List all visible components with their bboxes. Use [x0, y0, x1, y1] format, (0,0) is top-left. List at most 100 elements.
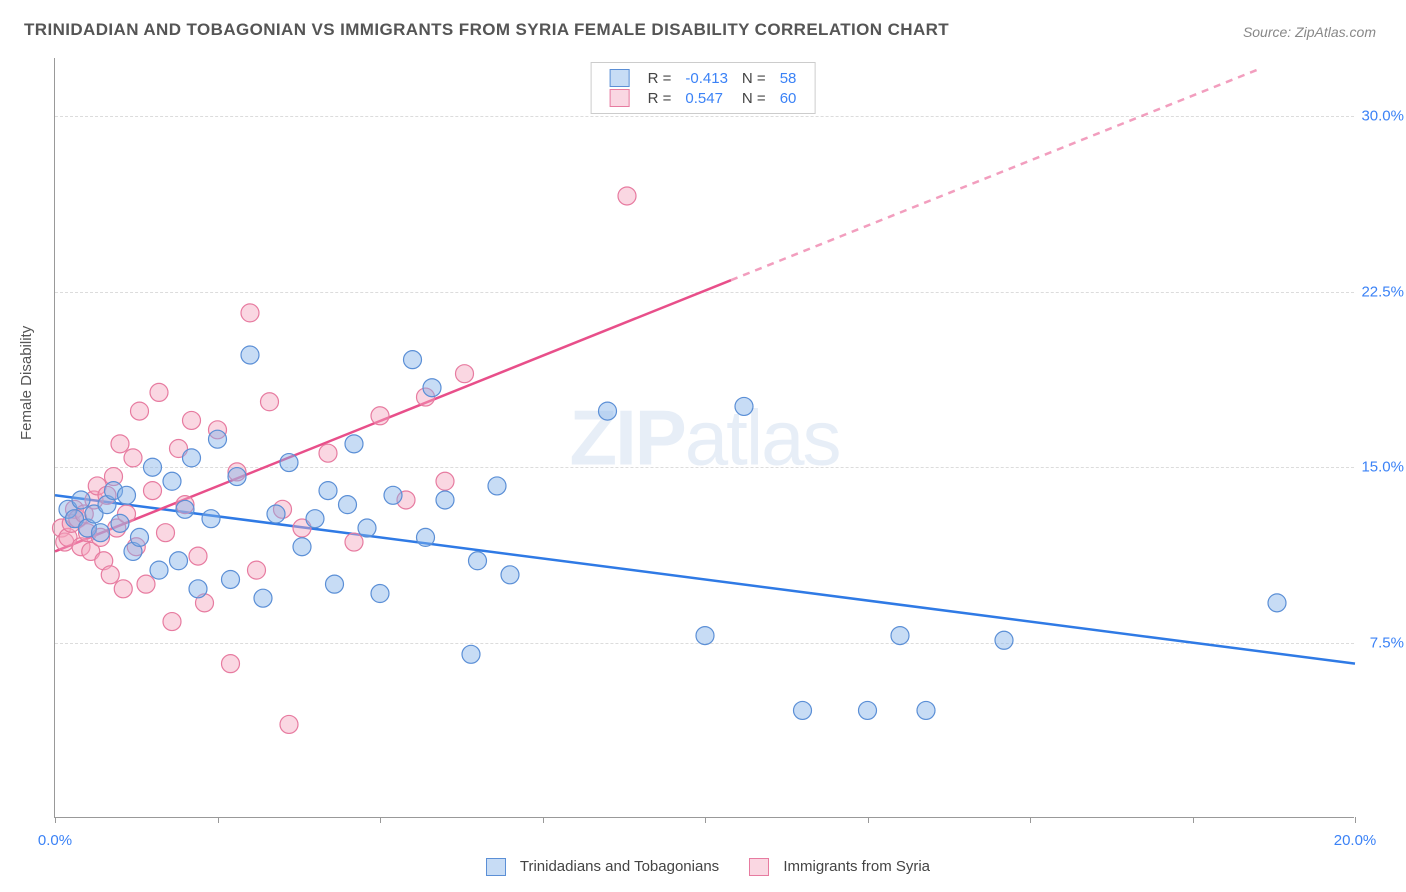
- scatter-point-b: [280, 715, 298, 733]
- scatter-point-b: [163, 613, 181, 631]
- scatter-point-b: [241, 304, 259, 322]
- scatter-point-a: [150, 561, 168, 579]
- scatter-point-a: [183, 449, 201, 467]
- y-tick-label: 22.5%: [1358, 283, 1404, 300]
- legend-r-label: R =: [642, 89, 678, 107]
- scatter-point-a: [696, 627, 714, 645]
- x-tick-label: 0.0%: [38, 832, 72, 849]
- scatter-point-b: [261, 393, 279, 411]
- scatter-point-a: [345, 435, 363, 453]
- x-tick: [1193, 817, 1194, 823]
- scatter-point-b: [222, 655, 240, 673]
- scatter-point-a: [280, 454, 298, 472]
- scatter-point-a: [423, 379, 441, 397]
- scatter-point-a: [306, 510, 324, 528]
- scatter-point-b: [131, 402, 149, 420]
- source-attribution: Source: ZipAtlas.com: [1243, 24, 1376, 40]
- scatter-point-b: [144, 482, 162, 500]
- scatter-point-b: [101, 566, 119, 584]
- scatter-point-a: [326, 575, 344, 593]
- scatter-point-a: [995, 631, 1013, 649]
- scatter-point-a: [131, 528, 149, 546]
- chart-title: TRINIDADIAN AND TOBAGONIAN VS IMMIGRANTS…: [24, 20, 949, 40]
- scatter-point-a: [469, 552, 487, 570]
- scatter-point-a: [891, 627, 909, 645]
- scatter-point-b: [150, 383, 168, 401]
- y-tick-label: 30.0%: [1358, 108, 1404, 125]
- scatter-point-a: [170, 552, 188, 570]
- legend-swatch: [610, 69, 630, 87]
- legend-n-label: N =: [736, 69, 772, 87]
- scatter-point-b: [371, 407, 389, 425]
- scatter-point-b: [137, 575, 155, 593]
- scatter-point-a: [176, 500, 194, 518]
- legend-n-value: 60: [774, 89, 803, 107]
- scatter-point-a: [202, 510, 220, 528]
- legend-stat-row: R = 0.547N =60: [604, 89, 803, 107]
- scatter-point-a: [436, 491, 454, 509]
- y-axis-label: Female Disability: [18, 326, 35, 440]
- scatter-point-a: [339, 496, 357, 514]
- x-tick: [1030, 817, 1031, 823]
- x-tick: [218, 817, 219, 823]
- scatter-point-a: [163, 472, 181, 490]
- scatter-point-b: [248, 561, 266, 579]
- scatter-point-a: [293, 538, 311, 556]
- scatter-point-a: [735, 397, 753, 415]
- scatter-point-a: [118, 486, 136, 504]
- scatter-point-a: [917, 701, 935, 719]
- legend-item: Trinidadians and Tobagonians: [476, 858, 719, 875]
- scatter-point-b: [114, 580, 132, 598]
- series-legend: Trinidadians and Tobagonians Immigrants …: [0, 858, 1406, 876]
- x-tick: [380, 817, 381, 823]
- correlation-legend: R =-0.413N =58R = 0.547N =60: [591, 62, 816, 114]
- scatter-point-a: [384, 486, 402, 504]
- scatter-point-a: [144, 458, 162, 476]
- legend-r-value: 0.547: [679, 89, 734, 107]
- scatter-point-a: [358, 519, 376, 537]
- scatter-point-a: [1268, 594, 1286, 612]
- trend-line-b-solid: [55, 280, 731, 551]
- legend-stat-row: R =-0.413N =58: [604, 69, 803, 87]
- scatter-point-b: [157, 524, 175, 542]
- scatter-point-b: [436, 472, 454, 490]
- x-tick: [55, 817, 56, 823]
- legend-swatch: [610, 89, 630, 107]
- scatter-point-a: [794, 701, 812, 719]
- legend-n-label: N =: [736, 89, 772, 107]
- scatter-point-a: [228, 468, 246, 486]
- scatter-point-b: [183, 411, 201, 429]
- scatter-point-a: [319, 482, 337, 500]
- scatter-point-a: [371, 585, 389, 603]
- legend-item: Immigrants from Syria: [739, 858, 930, 875]
- scatter-point-b: [345, 533, 363, 551]
- scatter-point-b: [618, 187, 636, 205]
- x-tick: [868, 817, 869, 823]
- scatter-plot-area: ZIPatlas 7.5%15.0%22.5%30.0%0.0%20.0%: [54, 58, 1354, 818]
- scatter-point-a: [859, 701, 877, 719]
- scatter-point-a: [111, 514, 129, 532]
- scatter-point-b: [111, 435, 129, 453]
- legend-r-label: R =: [642, 69, 678, 87]
- scatter-point-a: [92, 524, 110, 542]
- scatter-point-b: [124, 449, 142, 467]
- scatter-point-a: [254, 589, 272, 607]
- x-tick: [705, 817, 706, 823]
- scatter-point-a: [209, 430, 227, 448]
- x-tick: [1355, 817, 1356, 823]
- scatter-point-a: [501, 566, 519, 584]
- y-tick-label: 7.5%: [1358, 634, 1404, 651]
- scatter-point-a: [462, 645, 480, 663]
- scatter-point-b: [319, 444, 337, 462]
- scatter-point-a: [72, 491, 90, 509]
- legend-swatch: [486, 858, 506, 876]
- scatter-point-a: [241, 346, 259, 364]
- scatter-point-b: [456, 365, 474, 383]
- scatter-point-a: [189, 580, 207, 598]
- x-tick-label: 20.0%: [1334, 832, 1377, 849]
- scatter-point-a: [599, 402, 617, 420]
- scatter-point-a: [222, 570, 240, 588]
- legend-n-value: 58: [774, 69, 803, 87]
- scatter-point-a: [267, 505, 285, 523]
- scatter-point-a: [488, 477, 506, 495]
